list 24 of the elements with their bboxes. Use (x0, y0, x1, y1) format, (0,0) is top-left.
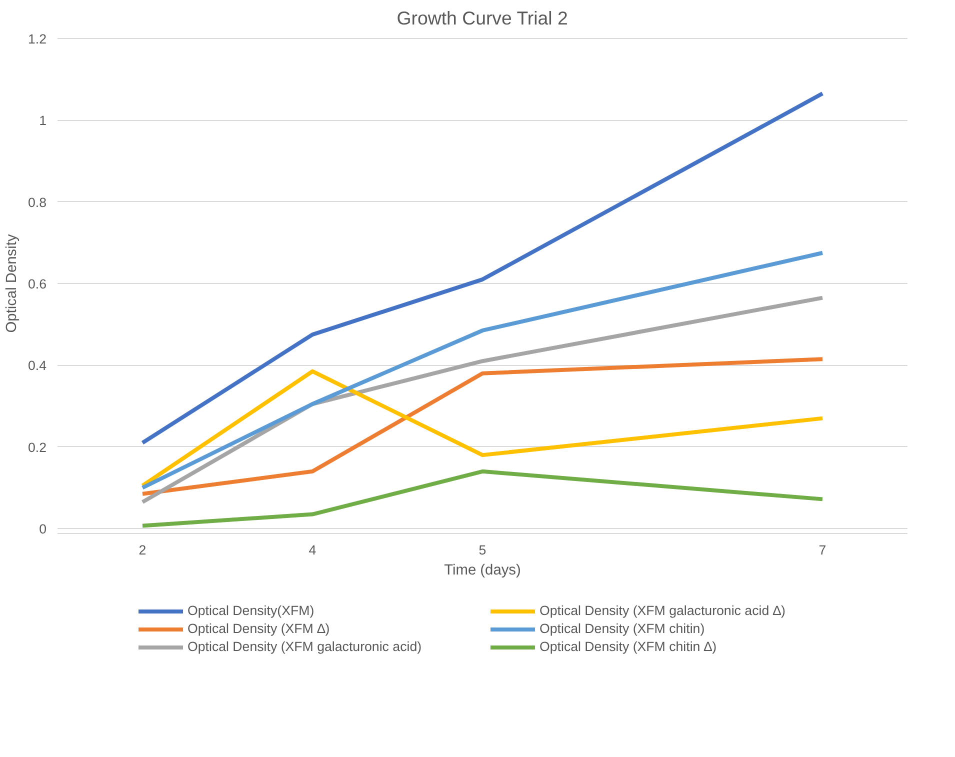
line-series (140, 250, 824, 490)
legend-label: Optical Density (XFM galacturonic acid ∆) (540, 602, 786, 618)
y-tick-label: 1.2 (28, 31, 47, 46)
y-tick-label: 0.6 (28, 276, 47, 292)
y-tick-label: 0.4 (28, 358, 48, 374)
y-axis-title: Optical Density (4, 234, 20, 333)
x-tick-label: 5 (478, 542, 486, 558)
x-axis-title: Time (days) (444, 562, 521, 578)
legend-label: Optical Density (XFM galacturonic acid) (188, 638, 423, 654)
legend-label: Optical Density (XFM chitin) (540, 620, 706, 636)
y-tick-label: 0 (39, 522, 47, 537)
y-tick-label: 1 (39, 113, 47, 128)
y-tick-label: 0.8 (28, 194, 47, 210)
line-series (140, 92, 824, 445)
x-tick-label: 2 (138, 542, 146, 558)
legend-label: Optical Density (XFM chitin ∆) (540, 638, 718, 654)
line-series (140, 469, 824, 528)
line-series (140, 296, 824, 504)
legend-label: Optical Density(XFM) (188, 602, 316, 618)
x-tick-label: 7 (818, 542, 826, 558)
y-tick-label: 0.2 (28, 440, 47, 455)
x-tick-label: 4 (308, 542, 317, 558)
legend-label: Optical Density (XFM ∆) (188, 620, 331, 636)
chart-title: Growth Curve Trial 2 (396, 8, 568, 28)
